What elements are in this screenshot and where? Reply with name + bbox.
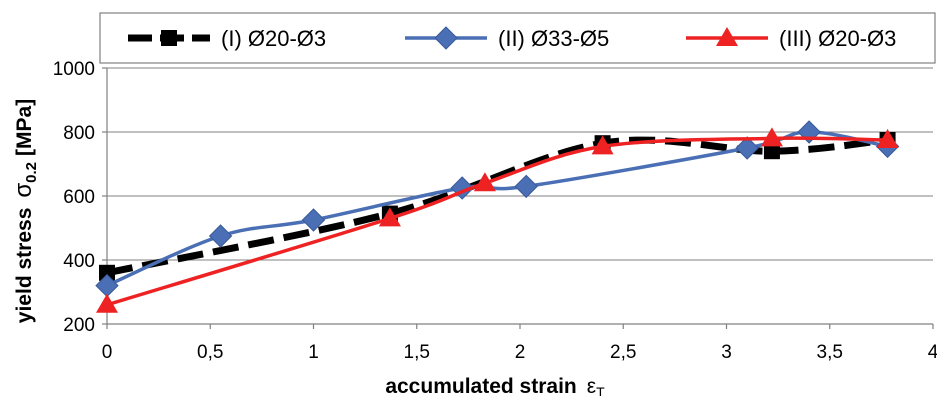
x-tick-label: 2 <box>515 342 526 363</box>
series-3-point <box>473 172 496 192</box>
series-3 <box>96 127 899 313</box>
series-3-point <box>378 207 401 227</box>
legend-marker-series-2 <box>434 26 458 50</box>
series-2-point <box>514 174 538 199</box>
x-tick-label: 4 <box>928 342 937 363</box>
legend-label-series-3: (III) Ø20-Ø3 <box>779 26 896 51</box>
y-tick-label: 400 <box>63 251 95 272</box>
series-1-line <box>106 136 888 277</box>
y-tick-label: 800 <box>63 123 95 144</box>
series-3-point <box>876 129 899 148</box>
x-tick-label: 3,5 <box>817 342 843 363</box>
series-2-point <box>301 208 326 232</box>
legend-label-series-1: (I) Ø20-Ø3 <box>221 26 326 51</box>
legend-marker-series-3 <box>716 27 738 46</box>
x-axis-title: accumulated strain εT <box>385 375 605 396</box>
legend-box <box>99 12 936 64</box>
series-2-point <box>208 224 233 248</box>
y-tick-label: 600 <box>63 187 95 208</box>
x-tick-label: 0 <box>102 342 113 363</box>
legend-marker-series-1 <box>161 30 177 46</box>
series-2-point <box>735 136 759 160</box>
plot-area <box>95 120 900 313</box>
series-1-point <box>99 264 115 281</box>
series-3-point <box>591 135 614 155</box>
legend: (I) Ø20-Ø3 (II) Ø33-Ø5 (III) Ø20-Ø3 <box>99 12 936 64</box>
series-3-point <box>760 127 783 147</box>
series-3-point <box>96 293 118 313</box>
x-tick-label: 0,5 <box>197 342 223 363</box>
x-tick-label: 1,5 <box>404 342 430 363</box>
y-axis-title: yield stressσ0.2[MPa] <box>10 99 40 323</box>
tick-labels: 200 400 600 800 1000 0 0,5 1 1,5 2 2,5 3 3,5 4 <box>53 59 937 363</box>
x-tick-label: 2,5 <box>610 342 636 363</box>
x-tick-label: 1 <box>308 342 319 363</box>
x-tick-label: 3 <box>721 342 732 363</box>
y-tick-label: 200 <box>63 315 95 336</box>
series-1-point <box>763 143 780 160</box>
legend-label-series-2: (II) Ø33-Ø5 <box>498 26 609 51</box>
y-tick-label: 1000 <box>53 59 95 80</box>
